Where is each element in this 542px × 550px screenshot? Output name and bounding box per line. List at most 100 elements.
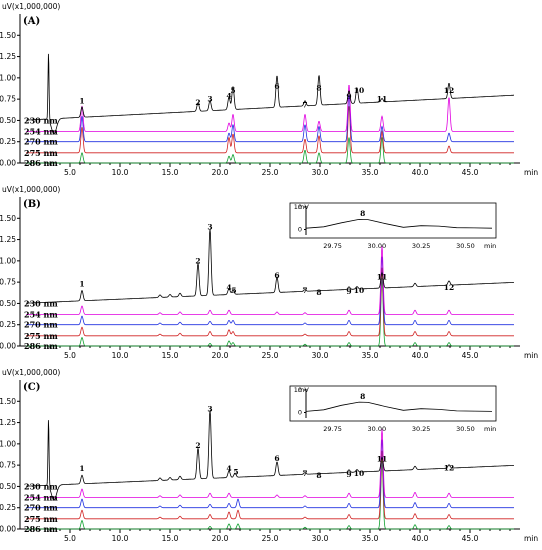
- x-tick-label: 5.0: [64, 351, 76, 360]
- series-label: 230 nm: [24, 481, 58, 491]
- panel-label: (B): [23, 199, 41, 210]
- x-tick-label: 25.0: [262, 534, 279, 543]
- peak-label: 9: [346, 287, 351, 296]
- y-tick-label: 0.00: [0, 159, 16, 168]
- peak-label: 6: [274, 454, 279, 463]
- series-label: 254 nm: [24, 492, 58, 502]
- x-tick-label: 15.0: [162, 351, 179, 360]
- inset-peak-label: 8: [360, 392, 365, 401]
- x-tick-label: 15.0: [162, 168, 179, 177]
- x-tick-label: 10.0: [112, 351, 129, 360]
- series-label: 275 nm: [24, 331, 58, 341]
- inset-peak-label: 8: [360, 209, 365, 218]
- inset-x-tick-label: 29.75: [323, 425, 342, 433]
- peak-label: 5: [231, 286, 236, 295]
- series-trace: [26, 267, 514, 337]
- peak-label: 5: [230, 86, 235, 95]
- inset-y-tick-label: 0: [298, 409, 302, 417]
- peak-label: 11: [377, 455, 387, 464]
- peak-label: 7: [302, 286, 307, 295]
- inset-x-tick-label: 30.50: [456, 425, 475, 433]
- inset-chart: mV 0 10 8 29.75 30.00 30.25 30.50 min: [289, 202, 497, 250]
- inset-frame: [289, 385, 497, 422]
- series-label: 254 nm: [24, 126, 58, 136]
- x-tick-label: 10.0: [112, 168, 129, 177]
- series-trace: [26, 439, 514, 509]
- x-tick-label: 40.0: [412, 351, 429, 360]
- x-tick-label: 5.0: [64, 168, 76, 177]
- x-tick-label: 45.0: [462, 534, 479, 543]
- series-trace: [26, 95, 514, 143]
- peak-label: 12: [444, 86, 454, 95]
- chart-panel: uV(x1,000,000) (B) 0.00 0.25 0.50 0.75 1.00 1.2…: [0, 185, 538, 360]
- x-axis-label: min: [524, 351, 538, 360]
- inset-x-label: min: [484, 425, 496, 433]
- peak-label: 7: [302, 469, 307, 478]
- y-axis-unit: uV(x1,000,000): [2, 2, 60, 11]
- peak-label: 2: [195, 256, 200, 265]
- series-trace: [26, 85, 514, 132]
- y-tick-label: 0.75: [0, 95, 16, 104]
- inset-y-unit: mV: [298, 386, 309, 394]
- inset-trace: [305, 401, 493, 412]
- series-label: 286 nm: [24, 524, 58, 534]
- peak-label: 2: [195, 98, 200, 107]
- peak-label: 4: [226, 464, 231, 473]
- y-tick-label: 1.25: [0, 418, 16, 427]
- series-label: 270 nm: [24, 503, 58, 513]
- x-tick-label: 35.0: [362, 351, 379, 360]
- peak-label: 12: [444, 463, 454, 472]
- series-trace: [26, 256, 514, 326]
- series-trace: [26, 106, 514, 154]
- inset-y-unit: mV: [298, 203, 309, 211]
- peak-label: 4: [226, 91, 231, 100]
- y-tick-label: 0.50: [0, 116, 16, 125]
- series-trace: [26, 228, 514, 304]
- peak-label: 11: [377, 273, 387, 282]
- series-label: 275 nm: [24, 514, 58, 524]
- peak-label: 6: [274, 271, 279, 280]
- inset-x-tick-label: 30.00: [368, 425, 387, 433]
- x-tick-label: 40.0: [412, 534, 429, 543]
- inset-x-tick-label: 29.75: [323, 242, 342, 250]
- chart-panel: uV(x1,000,000) (A) 0.00 0.25 0.50 0.75 1.00 1.2…: [0, 2, 538, 177]
- y-tick-label: 0.75: [0, 278, 16, 287]
- x-tick-label: 45.0: [462, 168, 479, 177]
- inset-y-tick-label: 10: [294, 203, 302, 211]
- peak-label: 3: [207, 405, 212, 414]
- inset-x-tick-label: 30.25: [412, 242, 431, 250]
- y-tick-label: 0.50: [0, 299, 16, 308]
- series-trace: [26, 460, 514, 530]
- panel-label: (A): [23, 16, 40, 27]
- peak-label: 8: [316, 471, 321, 480]
- y-tick-label: 0.25: [0, 503, 16, 512]
- series-trace: [26, 246, 514, 315]
- peak-label: 10: [354, 469, 364, 478]
- inset-x-tick-label: 30.50: [456, 242, 475, 250]
- peak-label: 12: [444, 283, 454, 292]
- series-trace: [26, 450, 514, 520]
- x-tick-label: 25.0: [262, 168, 279, 177]
- x-tick-label: 35.0: [362, 168, 379, 177]
- x-tick-label: 20.0: [212, 168, 229, 177]
- x-tick-label: 45.0: [462, 351, 479, 360]
- x-axis-label: min: [524, 168, 538, 177]
- y-tick-label: 0.25: [0, 137, 16, 146]
- x-tick-label: 20.0: [212, 351, 229, 360]
- series-label: 230 nm: [24, 298, 58, 308]
- inset-x-tick-label: 30.25: [412, 425, 431, 433]
- peak-label: 1: [79, 96, 84, 105]
- x-tick-label: 15.0: [162, 534, 179, 543]
- y-tick-label: 1.25: [0, 235, 16, 244]
- peak-label: 2: [195, 441, 200, 450]
- x-tick-label: 30.0: [312, 168, 329, 177]
- series-trace: [26, 137, 514, 164]
- series-label: 254 nm: [24, 309, 58, 319]
- y-tick-label: 0.75: [0, 461, 16, 470]
- y-axis-unit: uV(x1,000,000): [2, 185, 60, 194]
- series-label: 286 nm: [24, 341, 58, 351]
- peak-label: 1: [79, 464, 84, 473]
- inset-frame: [289, 202, 497, 239]
- inset-trace: [305, 219, 493, 229]
- y-tick-label: 1.50: [0, 31, 16, 40]
